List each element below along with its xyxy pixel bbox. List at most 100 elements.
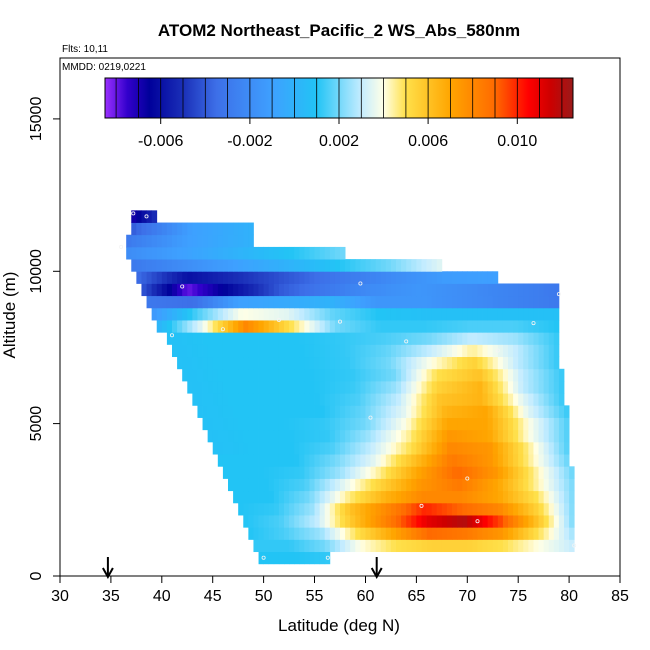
heatmap-cell	[436, 539, 443, 553]
heatmap-cell	[502, 356, 509, 370]
heatmap-cell	[518, 344, 524, 358]
heatmap-cell	[365, 466, 371, 479]
heatmap-cell	[533, 332, 539, 345]
heatmap-cell	[329, 393, 336, 406]
heatmap-cell	[222, 344, 229, 358]
heatmap-cell	[192, 295, 198, 309]
heatmap-cell	[370, 344, 377, 358]
heatmap-cell	[177, 320, 183, 333]
heatmap-cell	[131, 222, 137, 236]
heatmap-cell	[421, 417, 427, 431]
heatmap-cell	[375, 417, 382, 431]
heatmap-cell	[436, 417, 443, 431]
heatmap-cell	[390, 368, 397, 382]
heatmap-cell	[472, 417, 478, 431]
heatmap-cell	[523, 527, 529, 540]
heatmap-cell	[355, 527, 361, 540]
heatmap-cell	[324, 393, 331, 406]
heatmap-cell	[309, 368, 315, 382]
heatmap-cell	[258, 283, 265, 297]
heatmap-cell	[385, 527, 392, 540]
heatmap-cell	[436, 502, 443, 516]
heatmap-cell	[161, 320, 168, 333]
heatmap-cell	[538, 380, 545, 394]
heatmap-cell	[278, 271, 285, 284]
heatmap-cell	[548, 490, 555, 504]
heatmap-cell	[289, 502, 295, 516]
heatmap-cell	[360, 320, 366, 333]
heatmap-cell	[314, 259, 321, 272]
heatmap-cell	[253, 368, 259, 382]
heatmap-cell	[446, 295, 453, 309]
heatmap-cell	[360, 466, 366, 479]
heatmap-cell	[263, 405, 270, 418]
heatmap-cell	[492, 332, 499, 345]
heatmap-cell	[334, 405, 341, 418]
heatmap-cell	[462, 283, 468, 297]
heatmap-cell	[355, 271, 361, 284]
heatmap-cell	[207, 283, 214, 297]
heatmap-cell	[360, 454, 366, 467]
heatmap-cell	[533, 515, 539, 528]
heatmap-cell	[309, 405, 315, 418]
heatmap-cell	[314, 515, 321, 528]
heatmap-cell	[518, 466, 524, 479]
heatmap-cell	[304, 417, 310, 431]
heatmap-cell	[467, 539, 473, 553]
heatmap-cell	[228, 332, 234, 345]
heatmap-cell	[299, 307, 305, 321]
heatmap-cell	[533, 429, 539, 443]
heatmap-cell	[564, 527, 570, 540]
heatmap-cell	[268, 405, 275, 418]
heatmap-cell	[228, 234, 234, 248]
heatmap-cell	[380, 429, 387, 443]
heatmap-cell	[284, 490, 290, 504]
heatmap-cell	[340, 441, 346, 455]
heatmap-cell	[309, 356, 315, 370]
heatmap-cell	[136, 271, 142, 284]
heatmap-cell	[436, 380, 443, 394]
heatmap-cell	[228, 478, 234, 492]
heatmap-cell	[253, 295, 259, 309]
heatmap-cell	[360, 307, 366, 321]
heatmap-cell	[207, 271, 214, 284]
heatmap-cell	[462, 295, 468, 309]
heatmap-cell	[497, 405, 504, 418]
heatmap-cell	[350, 490, 356, 504]
heatmap-cell	[426, 527, 433, 540]
heatmap-cell	[533, 295, 539, 309]
heatmap-cell	[518, 295, 524, 309]
heatmap-cell	[457, 380, 463, 394]
heatmap-cell	[513, 344, 519, 358]
heatmap-cell	[518, 380, 524, 394]
heatmap-cell	[523, 332, 529, 345]
heatmap-cell	[441, 454, 448, 467]
heatmap-cell	[309, 429, 315, 443]
heatmap-cell	[502, 320, 509, 333]
heatmap-cell	[426, 490, 433, 504]
heatmap-cell	[497, 454, 504, 467]
heatmap-cell	[222, 393, 229, 406]
heatmap-cell	[396, 307, 402, 321]
heatmap-cell	[564, 441, 570, 455]
heatmap-cell	[329, 283, 336, 297]
heatmap-cell	[243, 283, 249, 297]
heatmap-cell	[548, 417, 555, 431]
heatmap-cell	[248, 405, 254, 418]
heatmap-cell	[334, 490, 341, 504]
heatmap-cell	[548, 283, 555, 297]
heatmap-cell	[222, 246, 229, 260]
heatmap-cell	[477, 295, 483, 309]
heatmap-cell	[513, 441, 519, 455]
heatmap-cell	[431, 490, 438, 504]
heatmap-cell	[222, 259, 229, 272]
heatmap-cell	[278, 515, 285, 528]
heatmap-cell	[228, 344, 234, 358]
heatmap-cell	[340, 405, 346, 418]
heatmap-cell	[197, 222, 203, 236]
heatmap-cell	[528, 429, 534, 443]
heatmap-cell	[472, 344, 478, 358]
heatmap-cell	[508, 515, 514, 528]
heatmap-cell	[452, 356, 458, 370]
heatmap-cell	[299, 356, 305, 370]
